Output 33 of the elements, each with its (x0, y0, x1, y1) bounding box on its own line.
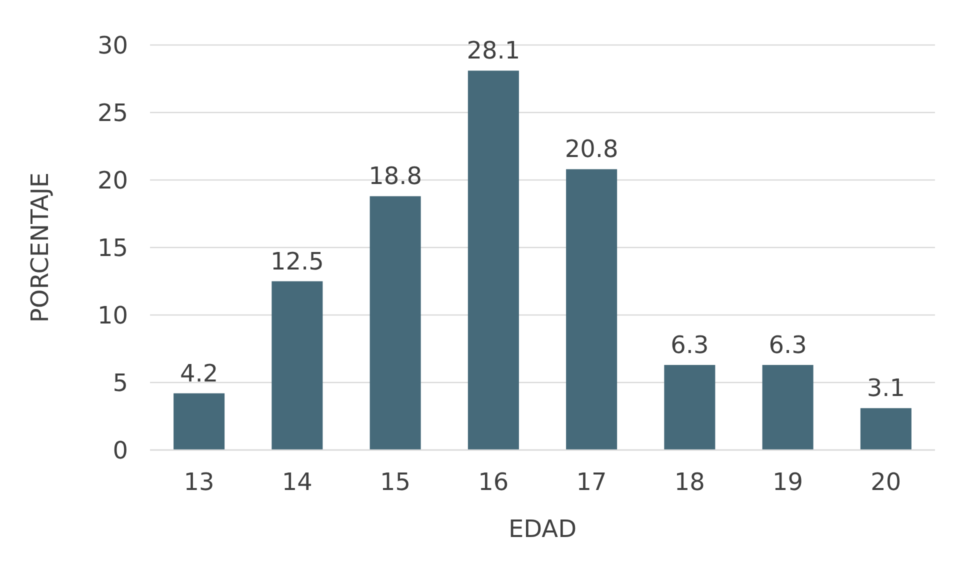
x-tick-label: 15 (380, 468, 411, 496)
data-label: 18.8 (368, 162, 422, 190)
x-tick-label: 20 (870, 468, 902, 496)
data-label: 20.8 (564, 135, 618, 164)
data-label: 6.3 (670, 330, 709, 359)
bar (566, 169, 618, 450)
bar (174, 393, 225, 450)
x-tick-label: 14 (282, 468, 312, 496)
y-tick-label: 0 (112, 436, 128, 464)
x-tick-label: 18 (674, 468, 705, 496)
bar (468, 70, 519, 450)
x-tick-label: 13 (184, 468, 214, 496)
y-tick-label: 25 (97, 98, 128, 127)
bar (860, 408, 912, 450)
bar (272, 281, 323, 450)
data-label: 6.3 (768, 330, 807, 359)
y-tick-label: 15 (97, 234, 128, 262)
data-label: 28.1 (466, 36, 520, 65)
y-tick-label: 10 (97, 301, 128, 330)
x-tick-label: 16 (478, 468, 509, 496)
x-tick-label: 17 (576, 468, 607, 496)
data-label: 12.5 (270, 247, 324, 276)
x-tick-label: 19 (772, 468, 804, 496)
bar (762, 364, 814, 450)
y-tick-label: 5 (112, 368, 128, 397)
y-axis-title: PORCENTAJE (26, 172, 54, 323)
y-tick-label: 20 (97, 166, 128, 194)
data-label: 3.1 (866, 374, 906, 402)
y-tick-label: 30 (97, 31, 128, 60)
x-axis-title: EDAD (508, 515, 577, 543)
data-label: 4.2 (180, 359, 218, 388)
bar (370, 196, 421, 450)
bar (664, 364, 716, 450)
